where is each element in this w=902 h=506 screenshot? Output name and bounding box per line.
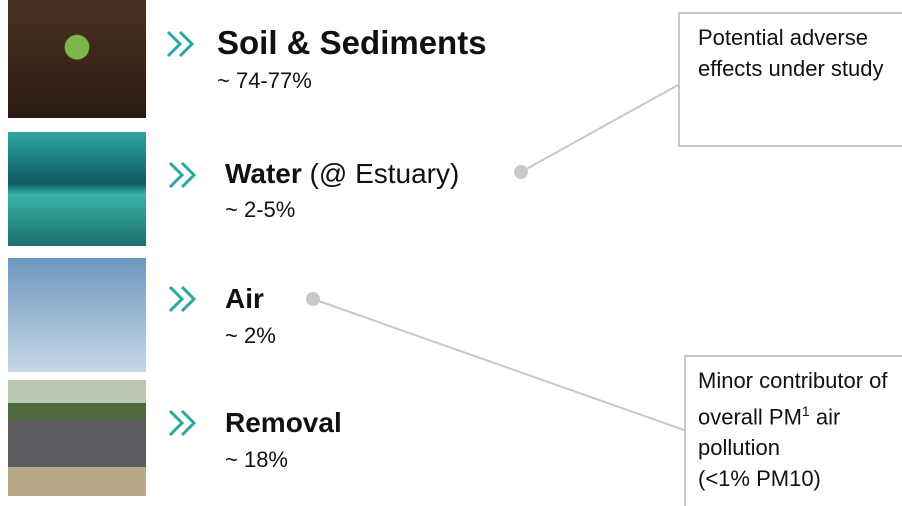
dot — [514, 165, 528, 179]
item-value: ~ 74-77% — [217, 68, 312, 93]
road-image — [8, 380, 146, 496]
item-title: Air — [225, 283, 264, 314]
item-title: Water (@ Estuary) — [225, 158, 459, 190]
callout-text: Minor contributor of overall PM — [698, 368, 888, 430]
water-image — [8, 132, 146, 246]
connector — [312, 298, 685, 431]
item-note: (@ Estuary) — [309, 158, 460, 189]
connector — [520, 84, 679, 173]
item-value: ~ 18% — [225, 447, 288, 472]
air-image — [8, 258, 146, 372]
chevrons — [166, 30, 197, 437]
soil-image — [8, 0, 146, 118]
item-value: ~ 2% — [225, 323, 276, 348]
item-value: ~ 2-5% — [225, 197, 296, 222]
callout-text: air pollution — [698, 404, 841, 461]
callout: Potential adverse effects under study — [678, 12, 902, 147]
item-title-text: Water — [225, 158, 302, 189]
callout-text: (<1% PM10) — [698, 466, 821, 492]
footnote-mark: 1 — [801, 403, 810, 419]
callout: Minor contributor of overall PM1 air pol… — [684, 355, 902, 506]
item-title: Removal — [225, 407, 342, 438]
dot — [306, 292, 320, 306]
callout-text: Potential adverse effects under study — [698, 25, 884, 81]
item-title: Soil & Sediments — [217, 24, 487, 61]
